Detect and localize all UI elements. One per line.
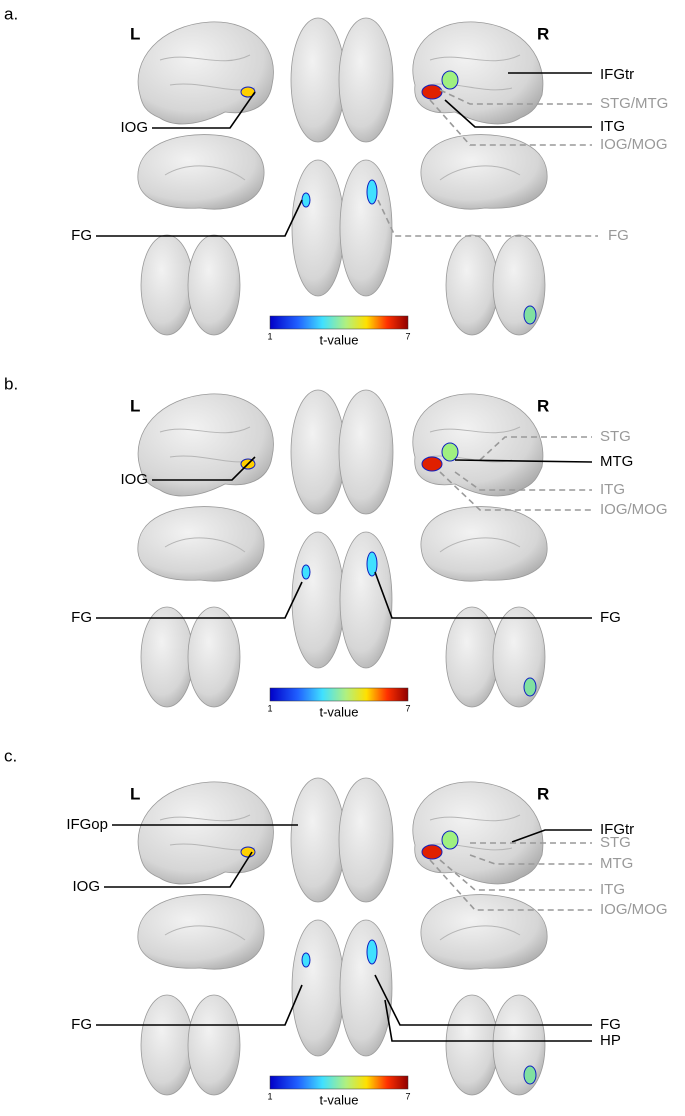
region-label: FG (600, 1016, 621, 1033)
hemisphere-right: R (537, 24, 549, 43)
leader-line (439, 859, 592, 891)
colorbar-min: 1 (267, 1091, 272, 1101)
region-label: IOG/MOG (600, 501, 668, 518)
colorbar-min: 1 (267, 703, 272, 713)
region-label: IFGtr (600, 821, 634, 838)
colorbar (269, 1075, 409, 1090)
colorbar (269, 315, 409, 330)
region-label: STG/MTG (600, 95, 668, 112)
leader-line (454, 459, 593, 463)
region-label: FG (600, 609, 621, 626)
leader-line (152, 456, 256, 481)
colorbar (269, 687, 409, 702)
region-label: IFGop (66, 816, 108, 833)
panel-label: b. (4, 374, 18, 393)
hemisphere-left: L (130, 24, 140, 43)
leader-line (444, 99, 592, 128)
region-label: FG (71, 1016, 92, 1033)
region-label: IOG/MOG (600, 901, 668, 918)
region-label: IOG (72, 878, 100, 895)
leader-line (96, 199, 303, 237)
region-label: ITG (600, 881, 625, 898)
leader-line (479, 436, 592, 461)
region-label: IFGtr (600, 66, 634, 83)
panel-label: c. (4, 746, 17, 765)
leader-line (377, 199, 598, 237)
hemisphere-right: R (537, 396, 549, 415)
region-label: IOG (120, 119, 148, 136)
colorbar-title: t-value (319, 1092, 358, 1107)
leader-line (429, 859, 592, 911)
region-label: FG (608, 227, 629, 244)
region-label: IOG/MOG (600, 136, 668, 153)
colorbar-max: 7 (405, 703, 410, 713)
leader-line (429, 99, 592, 146)
leader-line (104, 851, 253, 888)
region-label: STG (600, 834, 631, 851)
leader-line (374, 974, 592, 1026)
leader-line (469, 854, 592, 865)
hemisphere-right: R (537, 784, 549, 803)
brain-renderings (137, 17, 548, 336)
panel: b. L R STG MTG ITG IOG/MOG IOG FG FG 1 7 t-value (4, 374, 668, 719)
leader-line (511, 829, 592, 843)
leader-line (96, 581, 303, 619)
leader-line (454, 471, 592, 491)
colorbar-min: 1 (267, 331, 272, 341)
leader-line (439, 89, 592, 105)
colorbar-title: t-value (319, 704, 358, 719)
region-label: MTG (600, 453, 633, 470)
region-label: HP (600, 1032, 621, 1049)
leader-line (384, 999, 592, 1042)
region-label: STG (600, 428, 631, 445)
region-label: FG (71, 609, 92, 626)
region-label: ITG (600, 118, 625, 135)
colorbar-max: 7 (405, 1091, 410, 1101)
region-label: IOG (120, 471, 148, 488)
hemisphere-left: L (130, 396, 140, 415)
leader-line (439, 471, 592, 511)
colorbar-title: t-value (319, 332, 358, 347)
panel-label: a. (4, 4, 18, 23)
leader-line (152, 91, 256, 129)
leader-line (374, 571, 592, 619)
brain-renderings (137, 389, 548, 708)
region-label: FG (71, 227, 92, 244)
region-label: ITG (600, 481, 625, 498)
region-label: MTG (600, 855, 633, 872)
colorbar-max: 7 (405, 331, 410, 341)
leader-line (96, 984, 303, 1026)
hemisphere-left: L (130, 784, 140, 803)
